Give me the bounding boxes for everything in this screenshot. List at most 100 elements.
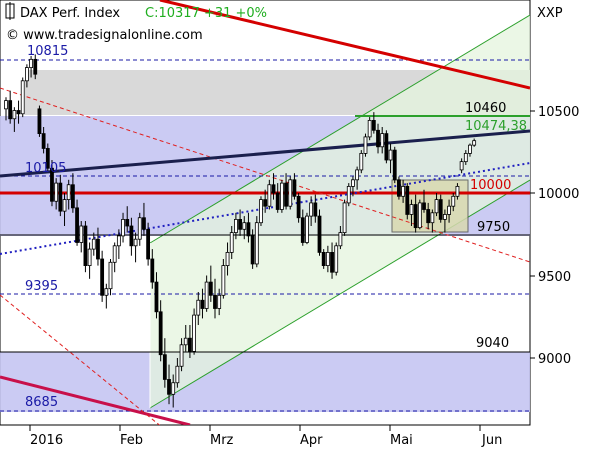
candle-body — [342, 202, 347, 233]
red-downtrend-upper — [159, 0, 530, 90]
candle-body — [388, 149, 393, 161]
candle-body — [121, 218, 125, 237]
candle-body — [321, 251, 326, 266]
candle-body — [108, 261, 113, 290]
candle-body — [133, 238, 138, 247]
candle-body — [305, 215, 309, 243]
candle-body — [296, 195, 301, 219]
watermark: © www.tradesignalonline.com — [6, 28, 203, 43]
candles — [4, 54, 477, 408]
candle-body — [434, 199, 439, 214]
candle-body — [338, 232, 343, 247]
candle-body — [192, 314, 197, 352]
candle-body — [125, 218, 130, 227]
y-tick-label: 9000 — [538, 352, 571, 367]
candle-body — [33, 58, 38, 75]
candle-body — [254, 222, 259, 265]
x-tick-label: 2016 — [30, 433, 63, 448]
candle-body — [75, 207, 79, 243]
candle-body — [468, 144, 472, 154]
y-axis: 9000 9500 10000 10500 — [530, 105, 579, 367]
x-tick-label: Apr — [300, 433, 323, 448]
candle-body — [233, 218, 238, 233]
level-label: 10815 — [27, 44, 68, 59]
navy-trend-line — [0, 129, 530, 178]
candle-body — [116, 235, 121, 247]
candle-body — [417, 202, 422, 229]
candle-body — [371, 120, 376, 131]
candle-body — [104, 288, 109, 296]
candle-body — [213, 294, 217, 309]
x-tick-label: Mrz — [210, 433, 234, 448]
candle-body — [150, 258, 155, 283]
candle-body — [284, 182, 288, 207]
candle-body — [250, 235, 255, 265]
candle-body — [325, 251, 330, 266]
candle-body — [200, 299, 205, 309]
candle-body — [409, 204, 414, 215]
candle-body — [183, 337, 188, 346]
candle-body — [242, 222, 247, 230]
candle-body — [442, 214, 447, 220]
candle-body — [179, 344, 184, 367]
candle-body — [158, 311, 163, 356]
red-dashed-trend — [0, 87, 530, 263]
candle-body — [87, 248, 92, 267]
chart-title: DAX Perf. Index — [20, 6, 120, 21]
level-label: 9395 — [25, 279, 58, 294]
candle-body — [359, 152, 364, 171]
candle-body — [204, 281, 209, 309]
candle-body — [351, 179, 355, 187]
candle-body — [438, 199, 443, 220]
candle-body — [401, 185, 406, 197]
candle-body — [225, 251, 230, 266]
candle-body — [275, 192, 280, 210]
candle-body — [175, 365, 180, 384]
candle-body — [29, 58, 33, 68]
level-label: 9750 — [477, 220, 510, 235]
candle-body — [112, 245, 117, 263]
candle-body — [463, 152, 468, 163]
red-downtrend-lower — [0, 375, 191, 425]
candle-body — [167, 379, 171, 395]
candle-body — [330, 251, 334, 273]
candle-body — [267, 184, 272, 207]
candle-body — [346, 185, 351, 204]
candle-body — [70, 184, 75, 209]
level-label: 10474,38 — [465, 119, 527, 134]
y-tick-label: 10000 — [538, 187, 579, 202]
level-label: 9040 — [476, 336, 509, 351]
candle-body — [8, 100, 13, 120]
green-channel-fill — [150, 15, 530, 408]
candle-body — [472, 140, 477, 146]
candle-body — [271, 184, 276, 194]
zone-blue-lower — [0, 352, 530, 412]
channel-upper-line — [149, 14, 530, 244]
candle-body — [263, 199, 268, 207]
quote-text: C:10317 +31 +0% — [145, 6, 267, 21]
candle-body — [363, 136, 368, 154]
candle-body — [355, 169, 360, 181]
candle-body — [292, 179, 297, 197]
candle-body — [58, 182, 63, 212]
candle-body — [83, 225, 88, 266]
candle-body — [45, 148, 50, 169]
candle-body — [405, 185, 410, 215]
red-dashed-trend-2 — [0, 294, 161, 425]
candle-body — [37, 108, 42, 134]
candle-body — [96, 238, 100, 260]
candle-body — [100, 258, 105, 296]
y-tick-label: 10500 — [538, 105, 579, 120]
candle-body — [62, 199, 67, 212]
candle-body — [137, 217, 142, 240]
candle-body — [54, 182, 59, 202]
candle-body — [238, 218, 242, 230]
candle-body — [20, 80, 25, 115]
candle-body — [380, 133, 385, 148]
candle-body — [208, 281, 213, 296]
candle-body — [279, 182, 284, 210]
candle-body — [171, 382, 176, 395]
candle-body — [50, 167, 54, 202]
level-label: 10105 — [25, 161, 66, 176]
